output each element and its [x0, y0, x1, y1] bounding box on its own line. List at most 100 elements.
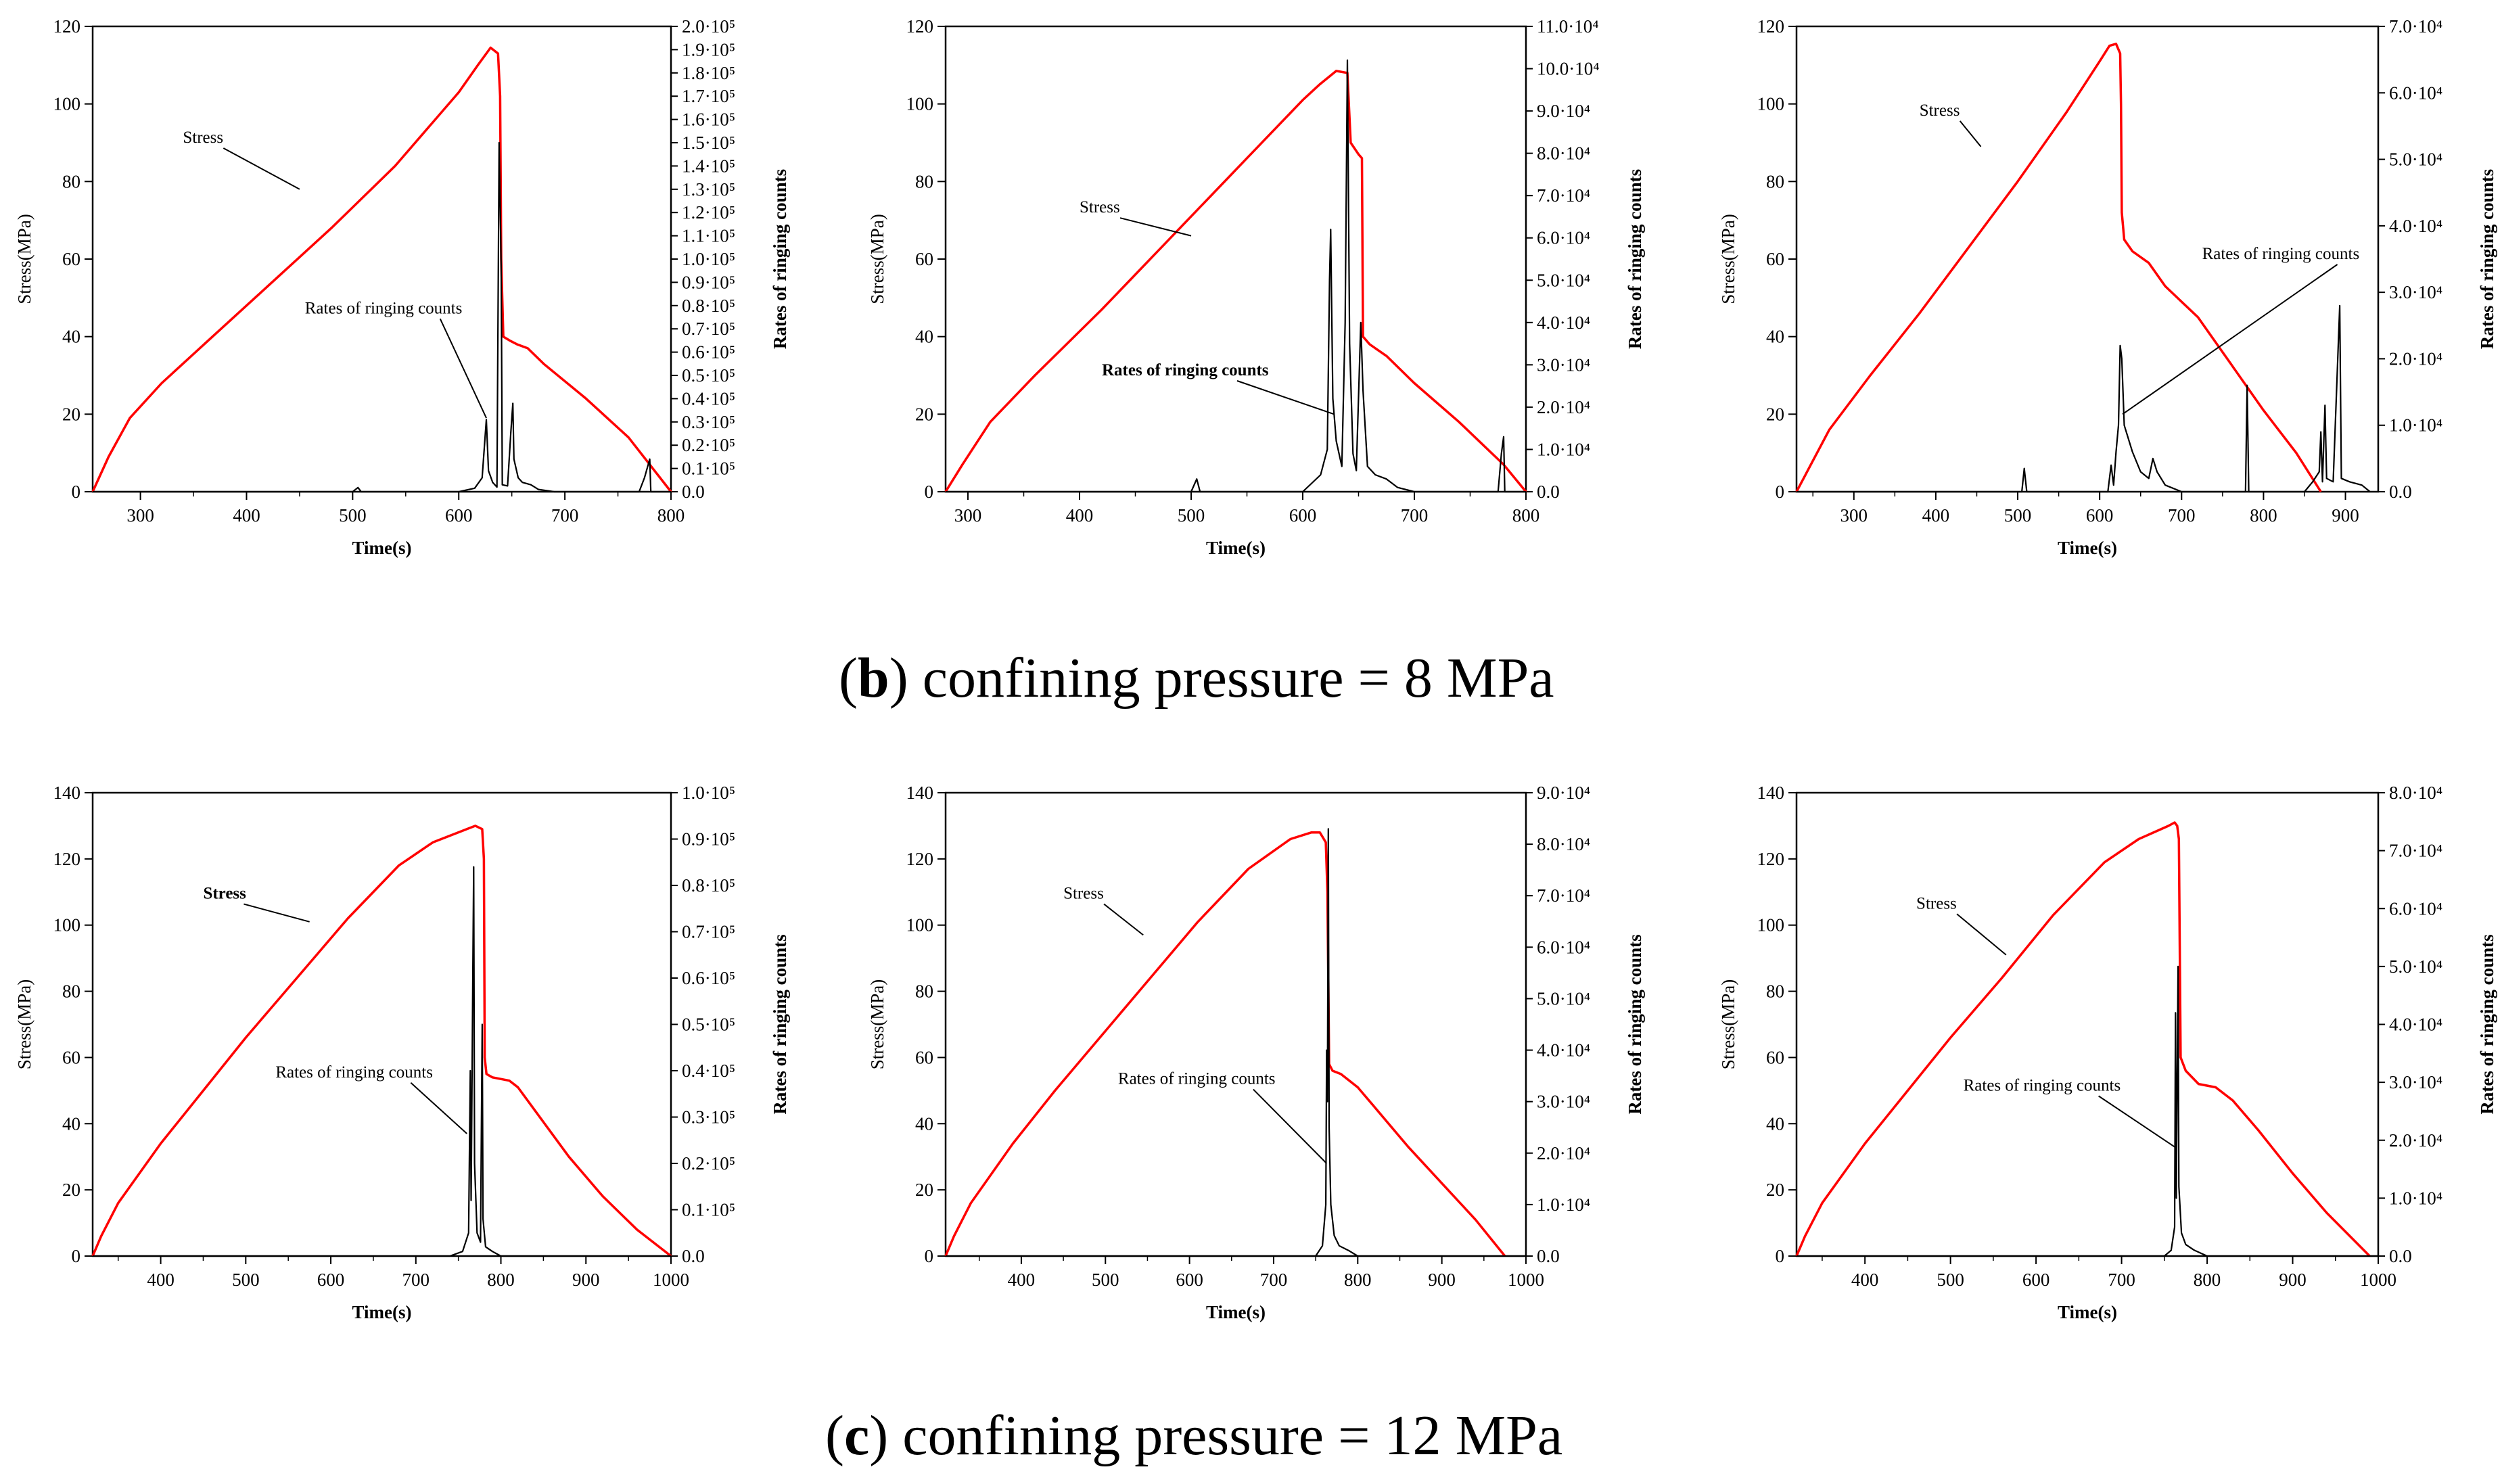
y-tick-label: 60 [62, 1047, 80, 1067]
y-tick-label: 140 [906, 783, 934, 803]
chart-c3: 400 500 600 700 800 900 1000 0 20 40 60 80 100 120 140… [1718, 783, 2497, 1322]
y2-tick-label: 9.0·10⁴ [1537, 101, 1590, 121]
x-tick-label: 800 [1344, 1270, 1372, 1290]
y-tick-label: 40 [62, 327, 80, 347]
x-axis-title: Time(s) [2058, 538, 2117, 558]
y-tick-label: 120 [1757, 849, 1785, 869]
chart-c1: 400 500 600 700 800 900 1000 0 20 40 60 80 100 120 140… [14, 783, 790, 1322]
x-tick-label: 600 [1289, 505, 1317, 526]
y-tick-label: 80 [62, 981, 80, 1002]
x-axis-title: Time(s) [1206, 538, 1266, 558]
plot-frame [91, 25, 672, 493]
x-tick-label: 700 [551, 505, 579, 526]
x-tick-label: 900 [572, 1270, 600, 1290]
caption-b-letter: b [858, 647, 889, 710]
y2-tick-label: 5.0·10⁴ [2389, 956, 2442, 977]
y2-tick-label: 6.0·10⁴ [2389, 898, 2442, 919]
ringing-counts-series-line [1797, 304, 2371, 493]
y2-tick-label: 1.6·10⁵ [682, 110, 735, 130]
y2-axis-title: Rates of ringing counts [1625, 934, 1645, 1114]
chart-c2: 400 500 600 700 800 900 1000 0 20 40 60 80 100 120 140… [867, 783, 1645, 1322]
y-tick-label: 100 [53, 915, 81, 935]
y2-tick-label: 1.0·10⁴ [2389, 415, 2442, 436]
y2-tick-label: 5.0·10⁴ [1537, 988, 1590, 1008]
y-tick-label: 60 [915, 249, 933, 269]
y2-tick-label: 1.0·10⁵ [682, 783, 735, 803]
y-tick-label: 100 [1757, 94, 1785, 114]
y2-tick-label: 7.0·10⁴ [1537, 885, 1590, 906]
y-tick-label: 40 [915, 327, 933, 347]
x-axis-title: Time(s) [1206, 1302, 1266, 1322]
y-tick-label: 0 [925, 482, 934, 502]
x-tick-label: 800 [2194, 1270, 2221, 1290]
x-tick-label: 500 [1092, 1270, 1119, 1290]
y2-tick-label: 1.8·10⁵ [682, 63, 735, 83]
caption-c-letter: c [844, 1404, 869, 1467]
y2-tick-label: 4.0·10⁴ [2389, 1015, 2442, 1035]
y-tick-label: 120 [906, 16, 934, 37]
caption-c: (c) confining pressure = 12 MPa [825, 1404, 1562, 1467]
y-tick-label: 120 [53, 16, 81, 37]
y2-tick-label: 0.0 [682, 1246, 705, 1266]
annotation-label: Rates of ringing counts [275, 1063, 433, 1082]
y2-tick-label: 3.0·10⁴ [1537, 1092, 1590, 1112]
x-tick-label: 700 [1260, 1270, 1288, 1290]
y-axis-title: Stress(MPa) [14, 979, 34, 1070]
y-tick-label: 140 [1757, 783, 1785, 803]
annotation-label: Stress [1916, 894, 1957, 912]
y-tick-label: 20 [915, 404, 933, 424]
x-tick-label: 500 [1178, 505, 1205, 526]
y2-tick-label: 8.0·10⁴ [1537, 834, 1590, 854]
y-tick-label: 80 [1766, 171, 1784, 191]
y2-tick-label: 1.1·10⁵ [682, 226, 735, 246]
annotation-label: Rates of ringing counts [305, 299, 463, 317]
x-tick-label: 800 [657, 505, 685, 526]
chart-b1: 300 400 500 600 700 800 0 20 40 60 80 100 120 0.0 0.1·… [14, 16, 790, 558]
y2-tick-label: 1.0·10⁴ [2389, 1188, 2442, 1208]
y-tick-label: 40 [62, 1113, 80, 1134]
x-tick-label: 800 [487, 1270, 515, 1290]
stress-series-line [91, 46, 672, 493]
y2-tick-label: 1.0·10⁴ [1537, 439, 1590, 459]
ringing-counts-series-line [946, 828, 1526, 1257]
ringing-counts-series-line [946, 59, 1526, 493]
x-tick-label: 700 [2108, 1270, 2135, 1290]
x-tick-label: 500 [1937, 1270, 1964, 1290]
annotation-label: Rates of ringing counts [1964, 1076, 2121, 1094]
x-tick-label: 400 [1008, 1270, 1036, 1290]
annotation-leader-line [223, 147, 300, 190]
y-tick-label: 80 [915, 981, 933, 1002]
x-tick-label: 600 [1176, 1270, 1203, 1290]
y2-tick-label: 3.0·10⁴ [1537, 354, 1590, 375]
y2-tick-label: 1.5·10⁵ [682, 133, 735, 153]
y-tick-label: 60 [62, 249, 80, 269]
y2-tick-label: 0.0 [682, 482, 705, 502]
y2-tick-label: 1.0·10⁵ [682, 249, 735, 269]
x-tick-label: 500 [2004, 505, 2032, 526]
y2-tick-label: 0.5·10⁵ [682, 1015, 735, 1035]
y2-tick-label: 0.2·10⁵ [682, 435, 735, 455]
ringing-counts-series-line [1797, 965, 2378, 1257]
y2-tick-label: 1.4·10⁵ [682, 156, 735, 176]
x-tick-label: 400 [1851, 1270, 1879, 1290]
x-tick-label: 900 [1428, 1270, 1456, 1290]
y2-tick-label: 0.1·10⁵ [682, 459, 735, 479]
annotation-leader-line [1103, 903, 1144, 936]
y-tick-label: 100 [906, 915, 934, 935]
y-tick-label: 80 [915, 171, 933, 191]
y2-tick-label: 0.0 [2389, 1246, 2412, 1266]
x-axis-title: Time(s) [352, 538, 412, 558]
y-tick-label: 120 [53, 849, 81, 869]
y-tick-label: 20 [1766, 1180, 1784, 1200]
x-tick-label: 800 [1512, 505, 1540, 526]
x-tick-label: 400 [1066, 505, 1094, 526]
y-tick-label: 100 [1757, 915, 1785, 935]
ringing-counts-series-line [93, 866, 671, 1257]
chart-b2: 300 400 500 600 700 800 0 20 40 60 80 100 120 0.0 1.0·… [867, 16, 1645, 558]
y-tick-label: 0 [1776, 482, 1785, 502]
x-tick-label: 400 [1922, 505, 1950, 526]
plot-frame [944, 25, 1527, 493]
y2-axis-title: Rates of ringing counts [1625, 169, 1645, 349]
y-tick-label: 120 [906, 849, 934, 869]
y-tick-label: 20 [62, 1180, 80, 1200]
